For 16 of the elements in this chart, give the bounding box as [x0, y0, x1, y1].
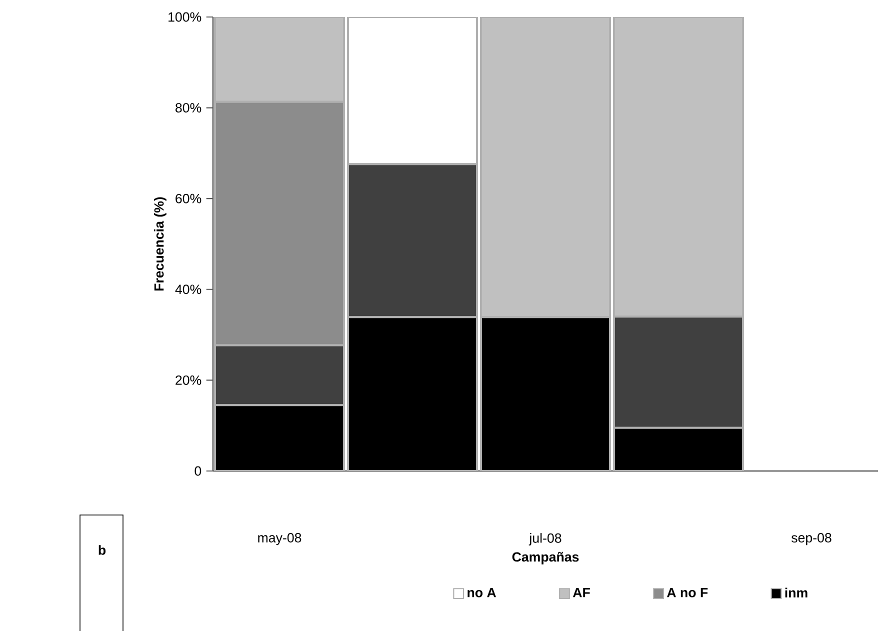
- x-tick-label: jul-08: [528, 533, 562, 546]
- legend-label: A no F: [666, 588, 708, 598]
- legend-label: inm: [785, 588, 808, 598]
- y-tick-label: 60%: [176, 194, 202, 204]
- y-tick-label: 100%: [168, 12, 202, 22]
- y-tick-label: 20%: [176, 375, 202, 385]
- x-axis-title: Campañas: [512, 552, 579, 564]
- y-tick-label: 80%: [176, 103, 202, 113]
- y-tick-label: 40%: [175, 284, 202, 294]
- text: b: [98, 545, 106, 555]
- legend-label: AF: [572, 588, 590, 598]
- x-tick-label: sep-08: [791, 533, 832, 546]
- x-tick-label: may-08: [258, 533, 302, 546]
- legend-label: no A: [468, 588, 496, 598]
- y-tick-label: 0: [194, 466, 202, 476]
- y-axis-title: Frecuencia (%): [154, 197, 166, 291]
